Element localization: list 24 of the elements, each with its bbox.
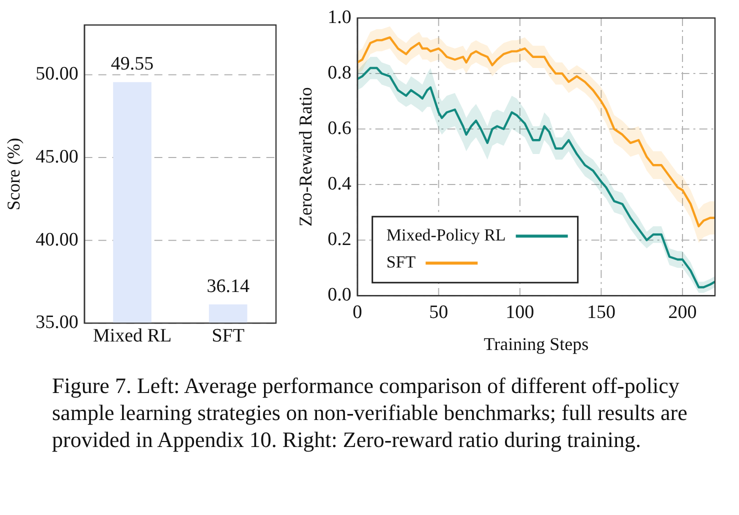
data-label: 36.14	[206, 276, 250, 297]
x-tick-label: 0	[352, 302, 362, 323]
caption: Figure 7. Left: Average performance comparison of different off-policy sample learning strategies on non-verifiable benchmarks; full results are provided in Appendix 10. Right: Zero-reward ratio during training.	[52, 372, 688, 453]
y-tick-label: 45.00	[36, 146, 78, 168]
y-tick-label: 1.0	[328, 6, 352, 28]
x-tick-label: 150	[586, 302, 616, 323]
y-tick-label: 0.0	[328, 284, 352, 306]
y-axis-title: Zero-Reward Ratio	[296, 87, 316, 227]
legend-label: SFT	[386, 252, 416, 272]
x-tick-label: Mixed RL	[92, 326, 172, 347]
y-tick-label: 40.00	[36, 229, 78, 250]
legend-label: Mixed-Policy RL	[386, 226, 506, 245]
y-tick-label: 50.00	[36, 64, 78, 85]
x-tick-label: 100	[506, 302, 534, 323]
x-tick-label: 200	[668, 302, 697, 323]
x-tick-label: 50	[429, 302, 448, 323]
y-tick-label: 0.6	[328, 118, 352, 140]
y-tick-label: 0.2	[328, 229, 352, 250]
data-label: 49.55	[110, 54, 154, 75]
y-tick-label: 0.8	[328, 62, 352, 84]
y-tick-label: 0.4	[328, 174, 352, 195]
y-axis-title: Score (%)	[4, 138, 24, 210]
y-tick-label: 35.00	[36, 312, 78, 334]
x-axis-title: Training Steps	[484, 334, 589, 354]
